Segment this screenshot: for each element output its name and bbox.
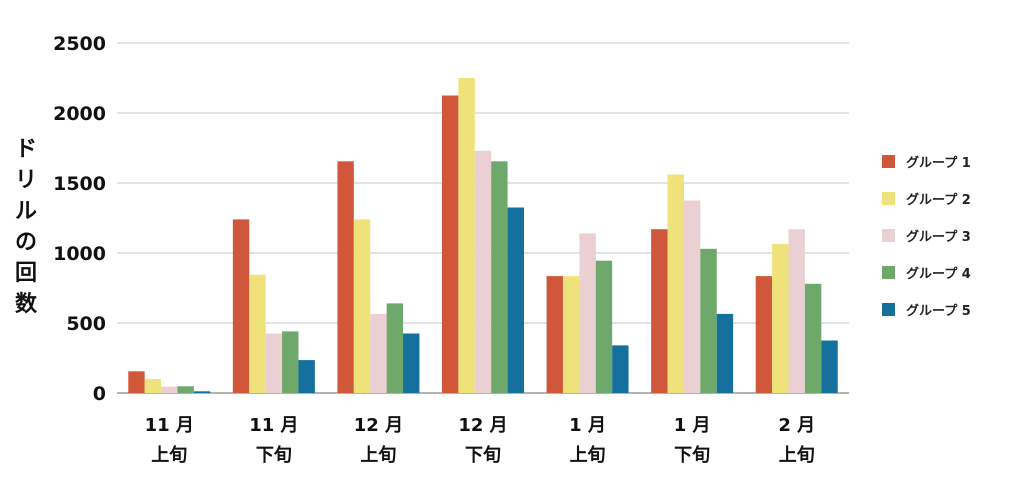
- bar: [491, 161, 508, 393]
- bars: [128, 78, 838, 393]
- bar: [386, 303, 404, 393]
- y-tick-label: 0: [93, 383, 106, 405]
- bar: [353, 219, 371, 393]
- bar: [128, 371, 145, 393]
- x-tick-label: 12 月下旬: [458, 415, 507, 466]
- legend-swatch: [882, 229, 895, 242]
- legend: グループ 1 グループ 2 グループ 3 グループ 4 グループ 5: [882, 155, 971, 319]
- y-tick-label: 500: [66, 313, 106, 335]
- bar: [716, 313, 734, 393]
- y-tick-labels: 0 500 1000 1500 2000 2500: [53, 33, 106, 405]
- x-tick-label: 2 月上旬: [778, 415, 815, 466]
- bar: [193, 391, 211, 393]
- bar: [298, 360, 315, 393]
- bar: [579, 233, 596, 393]
- bar: [804, 283, 822, 393]
- bar: [265, 333, 283, 393]
- bar: [788, 229, 805, 393]
- y-tick-label: 2000: [53, 103, 106, 125]
- bar: [507, 207, 524, 393]
- bar: [821, 340, 838, 393]
- y-tick-label: 1500: [53, 173, 106, 195]
- legend-label: グループ 4: [906, 266, 971, 282]
- legend-swatch: [882, 155, 895, 168]
- x-tick-label: 11 月上旬: [145, 415, 194, 466]
- x-tick-label: 12 月上旬: [354, 415, 403, 466]
- y-tick-label: 1000: [53, 243, 106, 265]
- bar: [144, 379, 162, 393]
- legend-label: グループ 3: [906, 229, 971, 245]
- bar: [442, 95, 459, 393]
- legend-swatch: [882, 303, 895, 316]
- x-tick-label: 11 月下旬: [249, 415, 298, 466]
- bar: [612, 345, 629, 393]
- bar: [337, 161, 354, 393]
- legend-label: グループ 1: [906, 155, 971, 171]
- bar: [651, 229, 668, 393]
- legend-label: グループ 2: [906, 192, 971, 208]
- legend-swatch: [882, 192, 895, 205]
- bar: [370, 313, 387, 393]
- bar: [755, 276, 773, 393]
- y-axis-label-char: 回: [15, 261, 37, 286]
- y-axis-label-char: リ: [15, 168, 37, 193]
- bar: [458, 78, 475, 393]
- y-axis-label-char: 数: [15, 291, 38, 317]
- y-axis-label-char: ル: [15, 199, 37, 224]
- bar: [683, 200, 701, 393]
- bar: [177, 386, 194, 393]
- y-axis-label-char: ド: [15, 137, 37, 162]
- bar: [282, 331, 299, 393]
- bar: [474, 150, 492, 393]
- y-axis-label-char: の: [15, 230, 37, 255]
- x-tick-label: 1 月下旬: [674, 415, 711, 466]
- y-tick-label: 2500: [53, 33, 106, 55]
- x-tick-label: 1 月上旬: [569, 415, 606, 466]
- bar: [232, 219, 250, 393]
- bar: [249, 274, 266, 393]
- bar: [562, 276, 580, 393]
- bar: [700, 248, 717, 393]
- x-tick-labels: 11 月上旬 11 月下旬 12 月上旬 12 月下旬 1 月上旬 1 月下旬 2 月上旬: [145, 415, 815, 466]
- bar: [772, 243, 789, 393]
- bar: [595, 260, 613, 393]
- bar: [403, 333, 420, 393]
- bar: [161, 386, 178, 393]
- bar: [667, 174, 684, 393]
- legend-label: グループ 5: [906, 303, 971, 319]
- bar: [546, 276, 563, 393]
- legend-swatch: [882, 266, 895, 279]
